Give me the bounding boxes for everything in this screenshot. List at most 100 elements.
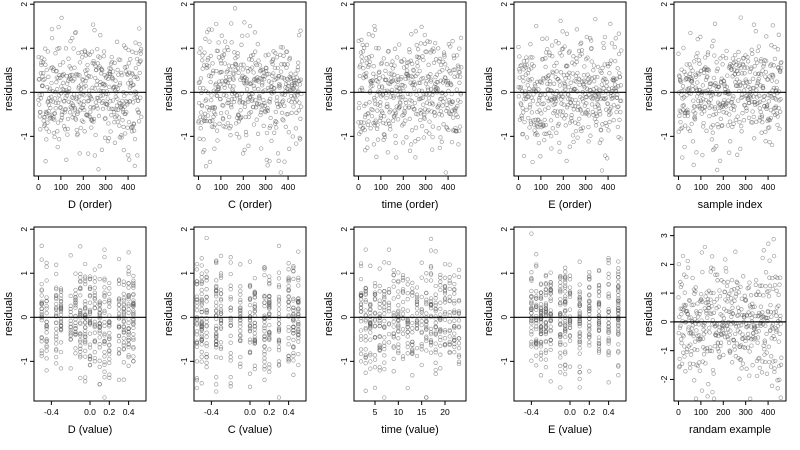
data-point [109,113,114,118]
data-point [73,323,78,329]
data-point [577,77,582,82]
data-point [778,313,783,319]
data-point [730,360,735,365]
data-point [772,366,777,371]
data-point [396,325,401,330]
data-point [206,55,211,61]
data-point [68,253,73,258]
data-point [407,116,412,122]
data-point [377,318,382,324]
data-point [451,115,456,120]
data-point [86,74,91,79]
data-point [262,325,267,331]
data-point [534,294,539,299]
data-point [93,100,98,105]
data-point [743,298,749,303]
data-point [558,385,563,390]
data-point [527,102,533,107]
data-point [200,58,205,63]
data-point [296,277,301,283]
data-point [87,274,93,279]
data-point [442,275,448,280]
data-point [681,45,686,51]
data-point [358,302,364,307]
data-point [92,285,97,290]
data-point [97,345,102,350]
data-point [524,135,530,140]
data-point [214,278,219,283]
data-point [452,325,457,331]
data-point [422,41,428,46]
x-axis-label: E (value) [548,424,592,436]
data-point [769,78,775,83]
data-point [716,92,721,98]
data-point [568,80,573,85]
data-point [549,133,554,139]
data-point [564,105,570,110]
data-point [65,132,70,137]
data-point [51,66,56,71]
data-point [410,339,415,345]
data-point [296,296,301,301]
data-point [47,86,53,91]
data-point [713,105,718,110]
data-point [419,310,424,315]
data-point [678,323,683,328]
x-tick-label: -0.4 [204,407,219,417]
data-point [456,341,462,346]
data-point [582,64,587,69]
data-point [364,42,370,48]
data-point [291,337,296,343]
data-point [618,98,624,103]
data-point [424,322,429,327]
data-point [86,151,91,156]
data-point [427,39,433,45]
data-point [295,64,301,70]
data-point [530,159,535,165]
data-point [368,330,373,335]
data-point [414,92,419,97]
data-point [228,308,233,313]
data-point [726,327,731,332]
data-point [596,318,602,323]
data-point [393,133,398,139]
data-point [230,64,235,69]
data-point [424,297,429,302]
data-point [538,324,544,329]
data-point [757,106,762,111]
data-point [543,312,549,317]
data-point [735,152,740,157]
data-point [258,110,264,115]
data-point [616,296,621,301]
data-point [291,318,296,324]
data-point [107,280,112,286]
data-point [233,121,239,126]
data-point [727,119,733,124]
data-point [577,324,582,329]
data-point [356,105,362,111]
data-point [410,326,415,331]
data-point [43,46,48,51]
data-point [558,322,563,328]
data-point [83,375,88,380]
data-point [201,137,206,142]
data-point [415,60,420,65]
data-point [771,92,777,98]
data-point [442,261,448,267]
data-point [92,293,97,298]
data-point [684,349,689,355]
data-point [722,323,727,328]
data-point [545,81,550,86]
data-point [427,119,432,124]
data-point [199,281,204,286]
data-point [452,74,457,79]
data-point [363,355,368,360]
y-tick-label: 0 [179,315,189,320]
data-point [102,362,107,367]
data-point [760,255,765,261]
data-point [612,45,617,50]
data-point [529,321,534,326]
data-point [92,306,97,311]
data-point [532,128,537,133]
data-point [58,91,64,96]
